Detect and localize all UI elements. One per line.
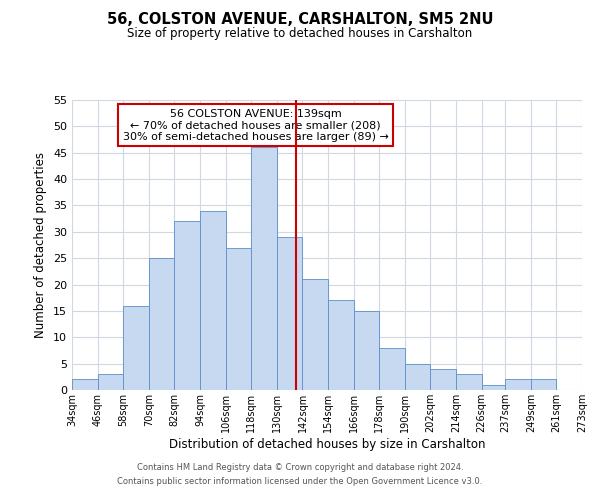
Bar [379,348,405,390]
Text: 56, COLSTON AVENUE, CARSHALTON, SM5 2NU: 56, COLSTON AVENUE, CARSHALTON, SM5 2NU [107,12,493,28]
Text: 56 COLSTON AVENUE: 139sqm
← 70% of detached houses are smaller (208)
30% of semi: 56 COLSTON AVENUE: 139sqm ← 70% of detac… [122,108,389,142]
Bar [149,258,175,390]
Bar [175,222,200,390]
Bar [200,210,226,390]
Text: Contains HM Land Registry data © Crown copyright and database right 2024.: Contains HM Land Registry data © Crown c… [137,464,463,472]
Bar [72,380,98,390]
Bar [405,364,430,390]
Bar [226,248,251,390]
Bar [482,384,505,390]
Bar [98,374,123,390]
Y-axis label: Number of detached properties: Number of detached properties [34,152,47,338]
Bar [353,311,379,390]
Text: Contains public sector information licensed under the Open Government Licence v3: Contains public sector information licen… [118,477,482,486]
Bar [456,374,482,390]
Bar [302,280,328,390]
Bar [251,148,277,390]
Bar [277,237,302,390]
Bar [123,306,149,390]
X-axis label: Distribution of detached houses by size in Carshalton: Distribution of detached houses by size … [169,438,485,450]
Text: Size of property relative to detached houses in Carshalton: Size of property relative to detached ho… [127,28,473,40]
Bar [430,369,456,390]
Bar [505,380,531,390]
Bar [531,380,556,390]
Bar [328,300,353,390]
